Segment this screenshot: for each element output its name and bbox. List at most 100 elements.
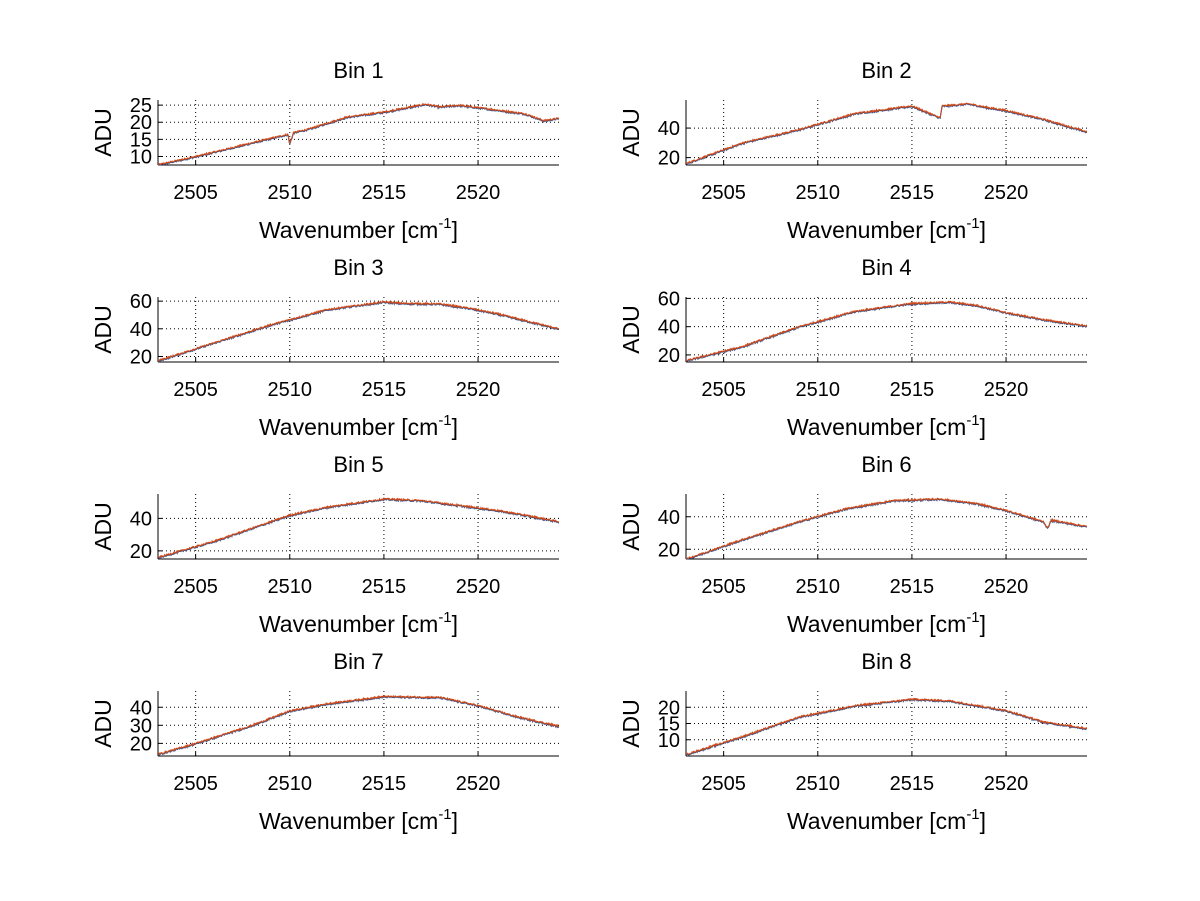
x-axis-label-tail: ] [980,414,986,440]
y-tick-label: 20 [658,148,680,170]
y-tick-label: 60 [658,288,680,310]
x-tick-label: 2520 [456,576,501,598]
x-tick-label: 2505 [701,773,746,795]
y-tick-label: 40 [130,508,152,530]
x-tick-label: 2515 [890,182,935,204]
x-tick-label: 2515 [890,379,935,401]
chart-panel-6: 2505 2510 2515 2520 20 40 Bin 6 Wavenumber [cm-… [618,452,1087,637]
x-axis-label-sup: -1 [438,806,451,823]
x-axis-label: Wavenumber [cm-1] [787,412,986,440]
x-axis-label: Wavenumber [cm-1] [259,806,458,834]
y-axis-label: ADU [618,305,644,354]
x-tick-label: 2515 [362,379,407,401]
chart-title: Bin 2 [861,58,911,83]
x-tick-label: 2510 [268,773,313,795]
x-axis-label-sup: -1 [966,215,979,232]
y-axis-label: ADU [90,108,116,157]
series-line [686,697,1087,755]
y-tick-label: 30 [130,715,152,737]
series-line-secondary [686,497,1087,560]
chart-panel-4: 2505 2510 2515 2520 20 40 60 Bin 4 Wavenumber [c… [618,255,1087,440]
x-tick-label: 2505 [701,379,746,401]
chart-title: Bin 5 [333,452,383,477]
chart-panel-5: 2505 2510 2515 2520 20 40 Bin 5 Wavenumber [cm-… [90,452,559,637]
x-tick-label: 2515 [362,773,407,795]
x-tick-label: 2510 [796,182,841,204]
y-tick-label: 20 [658,345,680,367]
x-tick-label: 2515 [362,576,407,598]
x-axis-label: Wavenumber [cm-1] [787,806,986,834]
y-tick-label: 40 [658,118,680,140]
chart-title: Bin 1 [333,58,383,83]
x-tick-label: 2515 [362,182,407,204]
chart-title: Bin 8 [861,649,911,674]
x-axis-label-sup: -1 [438,215,451,232]
y-axis-label: ADU [618,108,644,157]
x-tick-label: 2505 [173,379,218,401]
x-axis-label-main: Wavenumber [cm [787,414,966,440]
series-line [158,300,559,362]
series-line [158,497,559,559]
x-axis-label-main: Wavenumber [cm [259,808,438,834]
x-tick-label: 2520 [984,182,1029,204]
series-line [158,102,559,165]
y-tick-label: 10 [130,146,152,168]
y-tick-label: 25 [130,95,152,117]
x-axis-label: Wavenumber [cm-1] [259,412,458,440]
x-tick-label: 2510 [796,379,841,401]
x-axis-label-tail: ] [452,611,458,637]
y-axis-label: ADU [618,699,644,748]
x-axis-label-sup: -1 [438,609,451,626]
x-tick-label: 2510 [268,379,313,401]
x-tick-label: 2520 [456,379,501,401]
y-tick-label: 20 [130,733,152,755]
x-axis-label-main: Wavenumber [cm [259,611,438,637]
x-tick-label: 2510 [796,576,841,598]
series-line [686,102,1087,165]
x-axis-label-tail: ] [452,414,458,440]
x-axis-label-tail: ] [980,808,986,834]
y-tick-label: 40 [658,507,680,529]
y-axis-label: ADU [90,699,116,748]
chart-panel-3: 2505 2510 2515 2520 20 40 60 Bin 3 Wavenumber [c… [90,255,559,440]
series-line [686,300,1087,362]
chart-title: Bin 4 [861,255,911,280]
x-tick-label: 2510 [268,576,313,598]
x-axis-label-main: Wavenumber [cm [787,217,966,243]
y-tick-label: 10 [658,730,680,752]
series-line-secondary [158,497,559,560]
x-tick-label: 2515 [890,576,935,598]
x-axis-label-main: Wavenumber [cm [787,611,966,637]
x-axis-label-sup: -1 [438,412,451,429]
y-tick-label: 15 [658,714,680,736]
x-tick-label: 2505 [173,182,218,204]
y-tick-label: 40 [658,317,680,339]
chart-panel-2: 2505 2510 2515 2520 20 40 Bin 2 Wavenumber [cm-… [618,58,1087,243]
series-line-secondary [686,300,1087,363]
y-tick-label: 20 [658,697,680,719]
y-tick-label: 20 [658,539,680,561]
y-tick-label: 40 [130,319,152,341]
x-axis-label-sup: -1 [966,806,979,823]
x-tick-label: 2505 [173,773,218,795]
x-axis-label-tail: ] [452,217,458,243]
x-axis-label: Wavenumber [cm-1] [787,609,986,637]
y-axis-label: ADU [618,502,644,551]
series-line-secondary [686,102,1087,166]
x-axis-label-tail: ] [980,611,986,637]
x-axis-label: Wavenumber [cm-1] [787,215,986,243]
x-axis-label: Wavenumber [cm-1] [259,609,458,637]
y-tick-label: 20 [130,346,152,368]
x-axis-label-main: Wavenumber [cm [259,217,438,243]
x-axis-label-sup: -1 [966,609,979,626]
x-axis-label-main: Wavenumber [cm [787,808,966,834]
y-axis-label: ADU [90,305,116,354]
chart-title: Bin 3 [333,255,383,280]
x-axis-label-main: Wavenumber [cm [259,414,438,440]
x-tick-label: 2520 [984,773,1029,795]
x-tick-label: 2520 [984,379,1029,401]
y-tick-label: 40 [130,697,152,719]
chart-title: Bin 6 [861,452,911,477]
x-tick-label: 2520 [456,773,501,795]
